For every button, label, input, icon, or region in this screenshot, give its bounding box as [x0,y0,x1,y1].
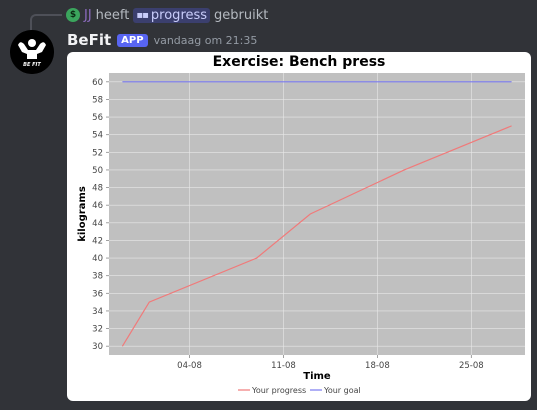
chart-attachment[interactable]: Exercise: Bench press 30 32 34 36 38 40 42 44 46 4… [67,52,531,401]
command-name: progress [150,7,208,23]
x-axis-label: Time [303,371,331,382]
reply-suffix: gebruikt [214,7,269,23]
y-tick-label: 34 [92,307,103,317]
reply-verb: heeft [95,7,130,23]
x-tick-label: 25-08 [459,361,484,371]
befit-logo-icon: BE FIT [10,30,54,74]
series-line-progress [121,125,512,347]
reply-context[interactable]: $ JJ heeft ▪▪ progress gebruikt [66,6,268,24]
user-mini-avatar[interactable]: $ [66,8,80,22]
app-badge: APP [117,33,148,47]
y-tick-label: 40 [92,254,103,264]
y-tick-label: 38 [92,272,103,282]
y-tick-label: 46 [92,201,103,211]
y-tick-label: 60 [92,78,103,88]
y-tick-label: 48 [92,184,103,194]
message-timestamp: vandaag om 21:35 [153,33,258,47]
y-tick-label: 44 [92,219,103,229]
y-tick-label: 32 [92,325,103,335]
reply-connector [30,14,62,30]
y-tick-label: 56 [92,113,103,123]
bot-username[interactable]: BeFit [67,31,112,49]
command-chip[interactable]: ▪▪ progress [133,7,211,23]
message-header: BeFit APP vandaag om 21:35 [67,30,257,50]
bot-avatar[interactable]: BE FIT [10,30,54,74]
progress-chart: Exercise: Bench press 30 32 34 36 38 40 42 44 46 4… [77,54,525,395]
y-axis-label: kilograms [77,186,88,242]
y-tick-label: 42 [92,236,103,246]
x-tick-label: 04-08 [177,361,202,371]
reply-username[interactable]: JJ [84,7,92,23]
y-tick-label: 36 [92,289,103,299]
y-tick-label: 52 [92,148,103,158]
y-tick-label: 50 [92,166,103,176]
chart-title: Exercise: Bench press [213,54,386,70]
y-tick-label: 30 [92,342,103,352]
x-tick-label: 11-08 [271,361,296,371]
legend-label: Your progress [251,386,306,395]
command-icon: ▪▪ [136,9,149,21]
plot-area [109,73,525,355]
y-tick-label: 58 [92,95,103,105]
y-tick-label: 54 [92,131,103,141]
legend-label: Your goal [323,386,361,395]
logo-text: BE FIT [23,62,41,68]
x-tick-label: 18-08 [365,361,390,371]
